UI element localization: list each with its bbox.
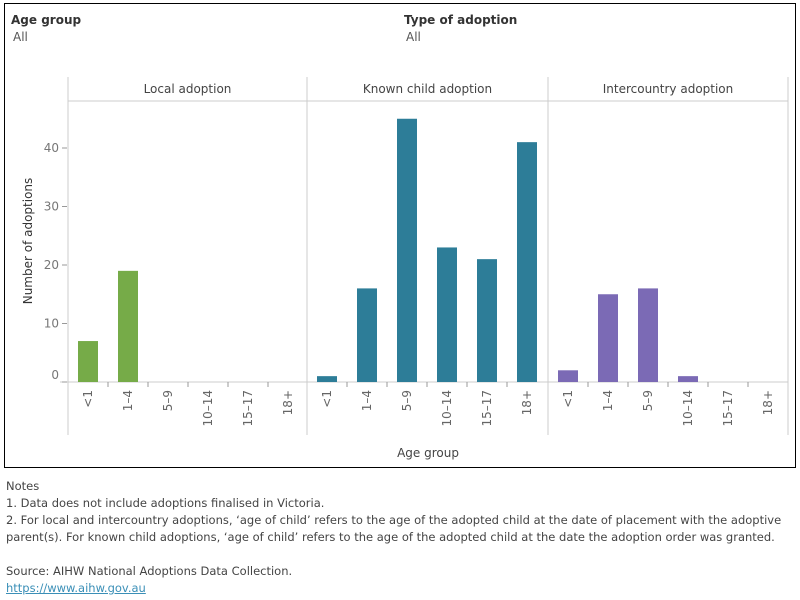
x-tick-label: 10–14 [201,390,215,427]
filter-label: Age group [11,13,82,27]
x-tick-label: 5–9 [641,390,655,411]
chart-frame [4,3,796,468]
x-tick-label: <1 [320,390,334,408]
x-tick-label: 18+ [520,390,534,415]
y-tick-label: 0 [51,368,59,382]
x-tick-label: 10–14 [681,390,695,427]
filter-value[interactable]: All [13,30,28,44]
source-text: Source: AIHW National Adoptions Data Col… [6,564,293,578]
x-tick-label: <1 [561,390,575,408]
source-link[interactable]: https://www.aihw.gov.au [6,581,146,595]
note-2: 2. For local and intercountry adoptions,… [6,513,782,544]
x-tick-label: 18+ [761,390,775,415]
bar [558,370,578,382]
bar [477,259,497,382]
y-tick-label: 40 [44,141,59,155]
notes-section: Notes 1. Data does not include adoptions… [6,478,796,597]
x-tick-label: 1–4 [360,390,374,411]
filter-label: Type of adoption [404,13,518,27]
x-tick-label: 10–14 [440,390,454,427]
y-tick-label: 30 [44,200,59,214]
y-tick-label: 10 [44,317,59,331]
x-tick-label: 15–17 [241,390,255,427]
x-tick-label: 1–4 [121,390,135,411]
panel-title: Local adoption [144,82,232,96]
bar [118,270,138,382]
bar [357,288,377,382]
x-tick-label: 5–9 [161,390,175,411]
filter-age-group[interactable]: Age group All [11,13,81,44]
y-axis-title: Number of adoptions [21,178,35,305]
x-tick-label: <1 [81,390,95,408]
filter-value[interactable]: All [406,30,421,44]
bar [517,142,537,382]
x-tick-label: 15–17 [721,390,735,427]
bar [78,341,98,382]
bar [317,376,337,382]
bar-chart: 0 10 20 30 40 Number of adoptions Age group Loc… [21,77,789,460]
x-axis-title: Age group [397,446,459,460]
note-1: 1. Data does not include adoptions final… [6,496,325,510]
bar [678,376,698,382]
panel-title: Known child adoption [363,82,492,96]
x-tick-label: 1–4 [601,390,615,411]
panel-title: Intercountry adoption [603,82,734,96]
x-tick-label: 15–17 [480,390,494,427]
bar [397,118,417,382]
x-tick-label: 5–9 [400,390,414,411]
bar [638,288,658,382]
bar [437,247,457,382]
bar [598,294,618,382]
y-tick-label: 20 [44,258,59,272]
filter-type-of-adoption[interactable]: Type of adoption All [404,13,517,44]
notes-heading: Notes [6,479,40,493]
x-tick-label: 18+ [281,390,295,415]
